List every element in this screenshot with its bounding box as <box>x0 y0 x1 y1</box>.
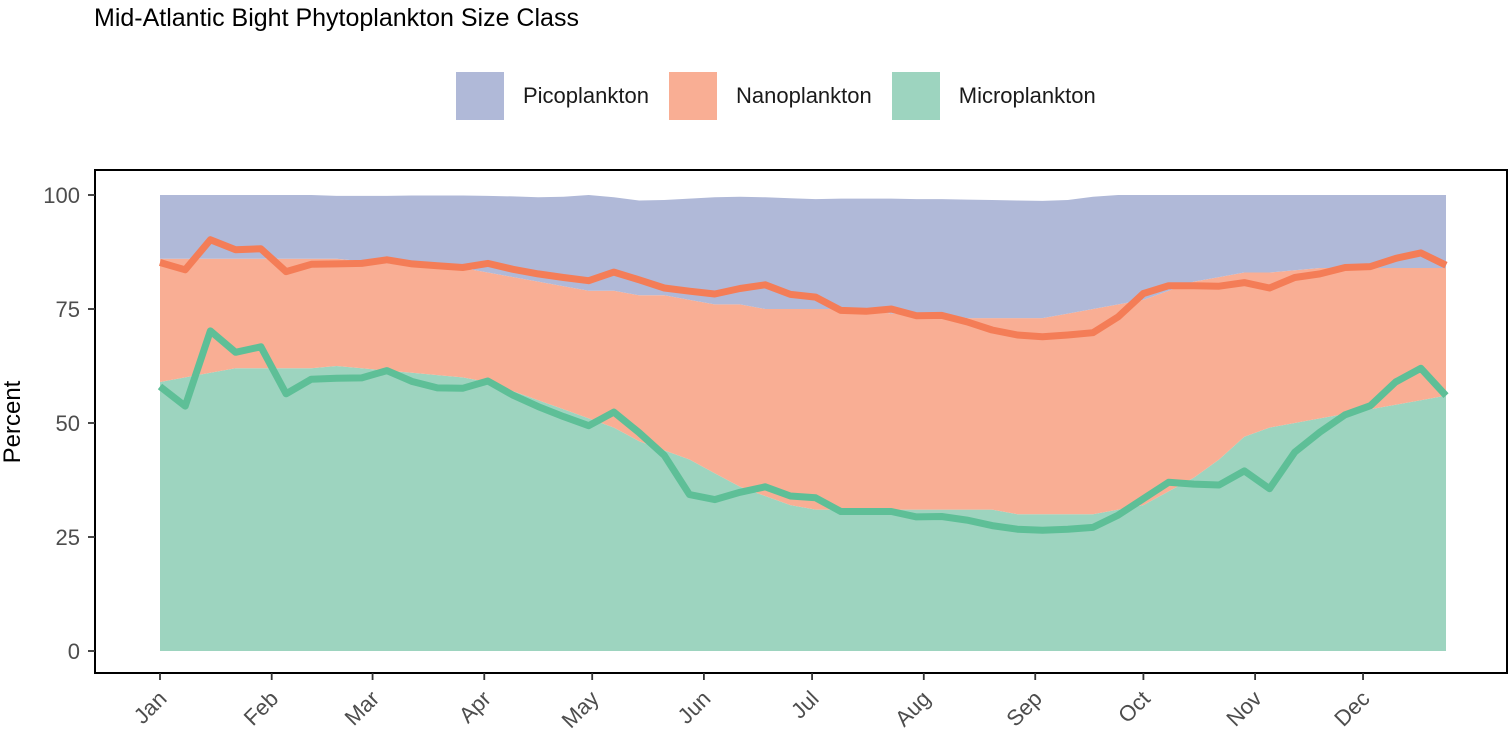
area-microplankton <box>160 366 1446 651</box>
x-tick-label-apr: Apr <box>454 686 496 728</box>
x-tick-label-jul: Jul <box>786 686 824 724</box>
legend-label-microplankton: Microplankton <box>958 83 1096 108</box>
y-axis: 0 25 50 75 100 <box>43 183 95 664</box>
x-tick-label-nov: Nov <box>1221 686 1266 731</box>
y-tick-label-0: 0 <box>68 639 80 664</box>
chart-title: Mid-Atlantic Bight Phytoplankton Size Cl… <box>94 4 579 32</box>
legend-label-nanoplankton: Nanoplankton <box>735 83 872 108</box>
line-nanoplankton <box>159 236 1448 341</box>
legend: Picoplankton Nanoplankton Microplankton <box>456 72 1116 120</box>
x-tick-label-may: May <box>557 686 604 733</box>
legend-item-microplankton: Microplankton <box>891 72 1096 120</box>
y-tick-label-100: 100 <box>43 183 80 208</box>
x-tick-label-jan: Jan <box>129 686 172 729</box>
x-tick-label-oct: Oct <box>1113 686 1155 728</box>
legend-label-picoplankton: Picoplankton <box>523 83 649 108</box>
y-tick-label-25: 25 <box>56 525 80 550</box>
plot-panel-border <box>94 169 1508 674</box>
legend-key-picoplankton <box>456 72 504 120</box>
area-picoplankton <box>160 195 1446 319</box>
x-tick-label-dec: Dec <box>1329 686 1374 731</box>
series-lines <box>157 236 1449 534</box>
legend-item-nanoplankton: Nanoplankton <box>668 72 872 120</box>
y-tick-label-50: 50 <box>56 411 80 436</box>
x-tick-label-aug: Aug <box>890 686 935 731</box>
x-tick-label-sep: Sep <box>1001 686 1046 731</box>
x-tick-label-feb: Feb <box>239 686 283 730</box>
y-tick-label-75: 75 <box>56 297 80 322</box>
x-tick-label-mar: Mar <box>340 686 384 730</box>
x-tick-label-jun: Jun <box>673 686 716 729</box>
y-axis-title: Percent <box>0 380 26 463</box>
area-nanoplankton <box>160 258 1446 515</box>
stacked-areas <box>160 195 1446 651</box>
legend-key-microplankton <box>891 72 940 120</box>
legend-key-nanoplankton <box>668 72 717 120</box>
x-axis: Jan Feb Mar Apr May Jun Jul Aug Sep Oct Nov Dec <box>129 673 1375 733</box>
legend-item-picoplankton: Picoplankton <box>456 72 649 120</box>
line-microplankton <box>157 327 1449 534</box>
